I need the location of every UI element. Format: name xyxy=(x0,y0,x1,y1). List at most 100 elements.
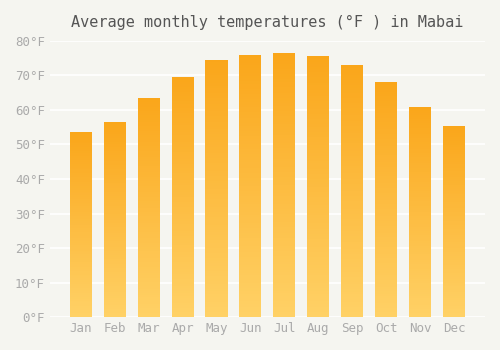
Bar xyxy=(172,303,194,305)
Bar xyxy=(206,122,228,124)
Bar xyxy=(409,214,432,216)
Bar xyxy=(308,137,330,140)
Bar xyxy=(240,133,262,136)
Bar xyxy=(409,241,432,243)
Bar xyxy=(375,115,398,118)
Bar xyxy=(70,216,92,217)
Bar xyxy=(342,183,363,186)
Bar xyxy=(375,176,398,178)
Bar xyxy=(240,307,262,309)
Bar xyxy=(308,145,330,148)
Bar xyxy=(138,278,160,280)
Bar xyxy=(443,143,465,145)
Bar xyxy=(206,292,228,294)
Bar xyxy=(104,315,126,317)
Bar xyxy=(342,90,363,93)
Bar xyxy=(443,127,465,130)
Bar xyxy=(308,260,330,262)
Bar xyxy=(240,304,262,307)
Bar xyxy=(206,279,228,281)
Bar xyxy=(104,188,126,190)
Bar xyxy=(70,226,92,229)
Bar xyxy=(409,226,432,229)
Bar xyxy=(308,150,330,153)
Bar xyxy=(375,197,398,200)
Bar xyxy=(70,247,92,249)
Bar xyxy=(70,147,92,149)
Bar xyxy=(274,204,295,206)
Bar xyxy=(104,219,126,222)
Bar xyxy=(104,302,126,303)
Bar xyxy=(70,223,92,225)
Bar xyxy=(240,236,262,238)
Bar xyxy=(70,286,92,288)
Bar xyxy=(308,77,330,80)
Bar xyxy=(138,144,160,146)
Bar xyxy=(375,172,398,174)
Bar xyxy=(104,196,126,198)
Bar xyxy=(375,169,398,171)
Bar xyxy=(240,76,262,78)
Bar xyxy=(104,122,126,124)
Bar xyxy=(104,228,126,229)
Bar xyxy=(274,288,295,291)
Bar xyxy=(308,80,330,83)
Bar xyxy=(104,255,126,257)
Bar xyxy=(138,190,160,192)
Bar xyxy=(342,267,363,269)
Bar xyxy=(240,55,262,57)
Bar xyxy=(342,166,363,168)
Bar xyxy=(274,182,295,185)
Bar xyxy=(308,155,330,158)
Bar xyxy=(138,298,160,300)
Bar xyxy=(274,117,295,119)
Bar xyxy=(172,156,194,159)
Bar xyxy=(308,171,330,174)
Bar xyxy=(443,148,465,150)
Bar xyxy=(308,117,330,119)
Bar xyxy=(104,177,126,178)
Bar xyxy=(375,221,398,223)
Bar xyxy=(308,148,330,150)
Bar xyxy=(409,178,432,180)
Bar xyxy=(443,306,465,308)
Bar xyxy=(342,168,363,171)
Bar xyxy=(206,60,228,62)
Bar xyxy=(308,273,330,275)
Bar xyxy=(443,260,465,261)
Bar xyxy=(104,296,126,298)
Bar xyxy=(342,219,363,221)
Bar xyxy=(409,115,432,117)
Bar xyxy=(274,246,295,248)
Bar xyxy=(443,261,465,264)
Bar xyxy=(409,279,432,281)
Bar xyxy=(342,174,363,176)
Bar xyxy=(274,146,295,148)
Bar xyxy=(342,312,363,315)
Bar xyxy=(206,201,228,204)
Bar xyxy=(409,210,432,212)
Bar xyxy=(342,254,363,257)
Bar xyxy=(375,85,398,87)
Bar xyxy=(70,190,92,191)
Bar xyxy=(274,143,295,146)
Bar xyxy=(172,257,194,260)
Bar xyxy=(375,178,398,181)
Bar xyxy=(409,123,432,125)
Bar xyxy=(342,279,363,282)
Bar xyxy=(308,265,330,268)
Bar xyxy=(138,230,160,232)
Bar xyxy=(240,249,262,252)
Bar xyxy=(342,249,363,252)
Bar xyxy=(443,219,465,221)
Bar xyxy=(443,175,465,177)
Bar xyxy=(240,186,262,189)
Bar xyxy=(206,83,228,86)
Bar xyxy=(409,172,432,174)
Bar xyxy=(375,287,398,289)
Bar xyxy=(308,291,330,294)
Bar xyxy=(172,106,194,108)
Bar xyxy=(409,176,432,178)
Bar xyxy=(138,170,160,173)
Bar xyxy=(342,65,363,68)
